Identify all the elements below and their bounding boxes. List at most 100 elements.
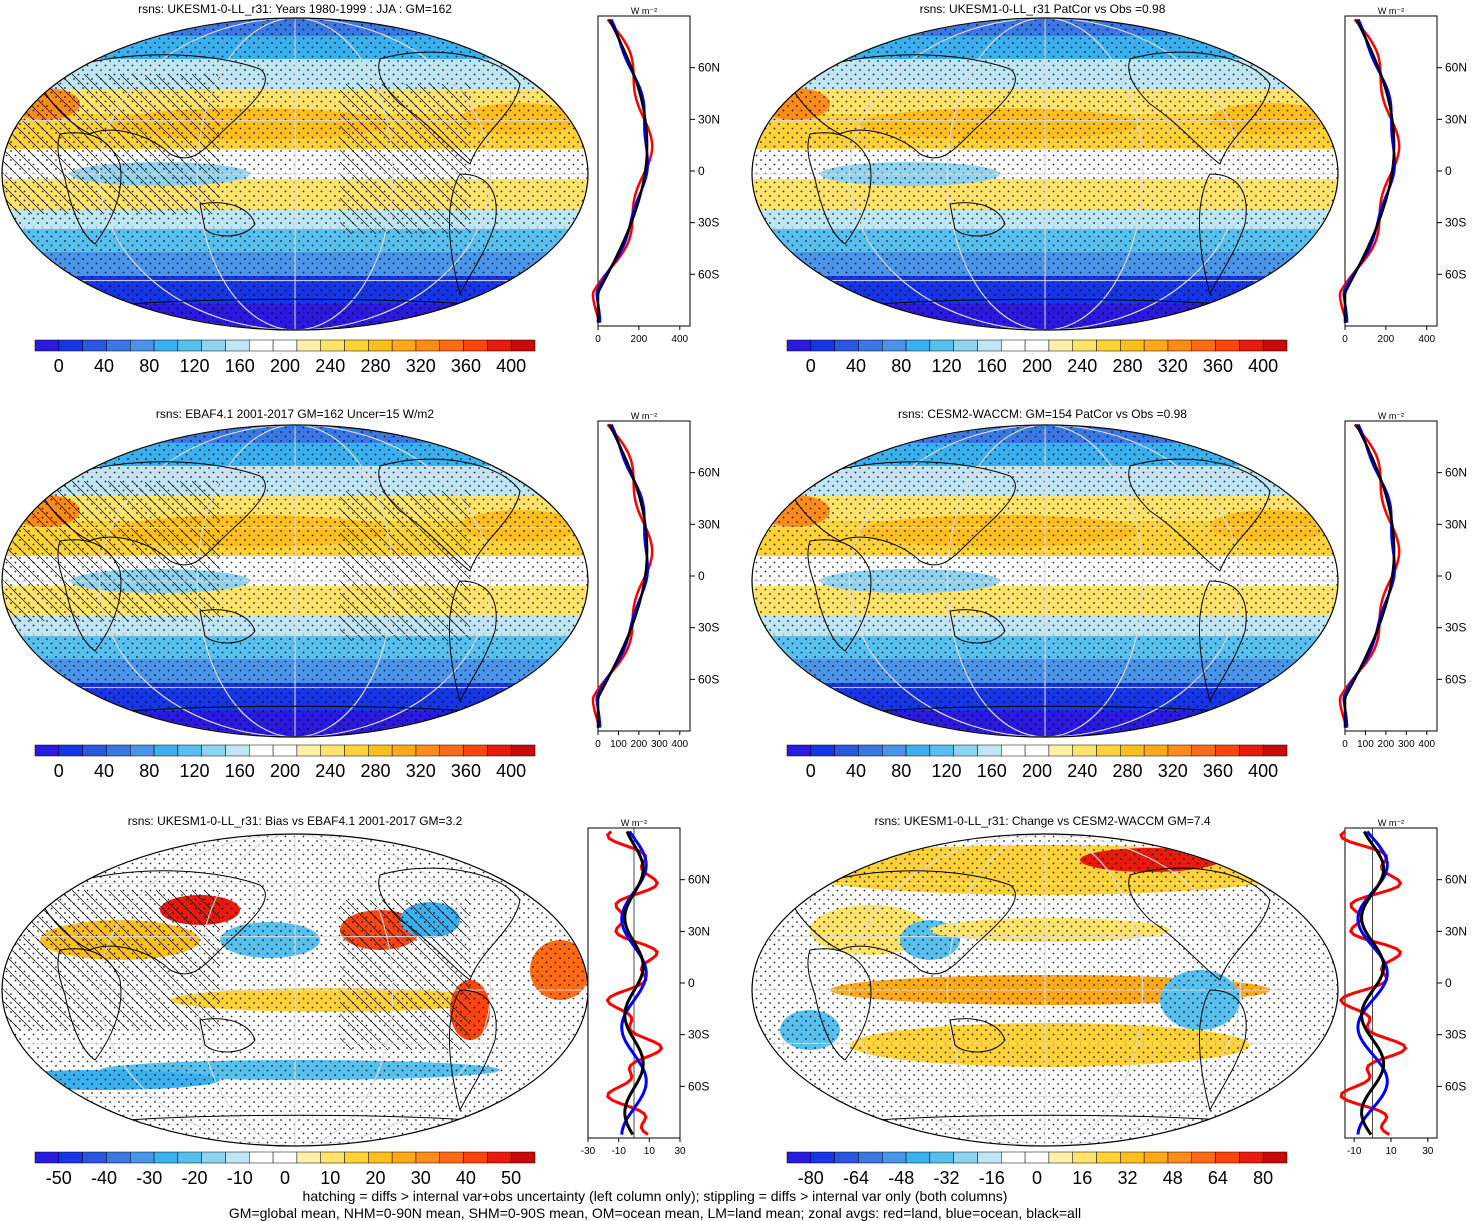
- colorbar-tick-label: 160: [225, 761, 255, 781]
- colorbar-swatch: [487, 744, 512, 757]
- robinson-map: [1, 424, 589, 738]
- zonal-lat-label: 30S: [1445, 621, 1466, 635]
- colorbar-swatch: [1024, 1151, 1050, 1164]
- colorbar-tick-label: 400: [1248, 356, 1278, 376]
- colorbar-swatch: [929, 339, 954, 352]
- colorbar-swatch: [106, 1151, 131, 1164]
- colorbar-swatch: [1215, 1151, 1240, 1164]
- zonal-x-tick-label: 0: [1342, 334, 1348, 345]
- colorbar-swatch: [1001, 1151, 1026, 1164]
- colorbar-swatch: [463, 744, 488, 757]
- zonal-lat-label: 30N: [1445, 517, 1467, 531]
- zonal-units: W m⁻²: [621, 818, 647, 828]
- zonal-curve-all: [596, 18, 649, 323]
- panel-change: rsns: UKESM1-0-LL_r31: Change vs CESM2-W…: [745, 812, 1483, 1192]
- zonal-x-tick-label: 30: [674, 1146, 686, 1157]
- colorbar-swatch: [977, 744, 1002, 757]
- zonal-lat-label: 60N: [698, 61, 720, 75]
- zonal-x-tick-label: -10: [1347, 1146, 1362, 1157]
- colorbar-swatch: [1120, 744, 1145, 757]
- zonal-average-plot: W m⁻² 60N 30N 0 30S 60S 0 200 400: [591, 6, 720, 345]
- colorbar-tick-label: 50: [501, 1168, 521, 1188]
- colorbar-tick-label: 80: [139, 356, 159, 376]
- colorbar-swatch: [225, 1151, 250, 1164]
- colorbar-swatch: [153, 1151, 179, 1164]
- panel-title: rsns: UKESM1-0-LL_r31: Bias vs EBAF4.1 2…: [127, 814, 463, 828]
- colorbar-swatch: [34, 744, 60, 757]
- colorbar-swatch: [249, 744, 274, 757]
- colorbar-swatch: [510, 1151, 536, 1164]
- colorbar-swatch: [881, 1151, 907, 1164]
- zonal-units: W m⁻²: [631, 411, 657, 421]
- zonal-curve-all: [1343, 423, 1396, 728]
- colorbar-swatch: [58, 339, 83, 352]
- colorbar-tick-label: 320: [406, 356, 436, 376]
- colorbar-swatch: [368, 339, 393, 352]
- colorbar-swatch: [953, 744, 978, 757]
- colorbar-tick-label: -10: [227, 1168, 253, 1188]
- colorbar-swatch: [106, 339, 131, 352]
- colorbar-tick-label: 280: [360, 761, 390, 781]
- colorbar-tick-label: -32: [934, 1168, 960, 1188]
- colorbar-swatch: [391, 744, 417, 757]
- panel-title: rsns: UKESM1-0-LL_r31: Change vs CESM2-W…: [874, 814, 1211, 828]
- zonal-lat-label: 30N: [1445, 924, 1467, 938]
- colorbar-swatch: [1048, 744, 1073, 757]
- robinson-map: [1, 833, 589, 1147]
- zonal-x-tick-label: 0: [1342, 739, 1348, 750]
- colorbar-swatch: [320, 744, 345, 757]
- colorbar-tick-label: 400: [496, 356, 526, 376]
- colorbar-swatch: [391, 1151, 417, 1164]
- colorbar-tick-label: 80: [891, 761, 911, 781]
- colorbar-swatch: [153, 744, 179, 757]
- colorbar-swatch: [391, 339, 417, 352]
- colorbar-swatch: [1167, 339, 1193, 352]
- zonal-curve-land: [1338, 423, 1401, 728]
- zonal-lat-label: 0: [698, 164, 705, 178]
- colorbar-swatch: [905, 744, 931, 757]
- colorbar-swatch: [129, 339, 155, 352]
- colorbar-swatch: [201, 1151, 226, 1164]
- colorbar-tick-label: 320: [1158, 761, 1188, 781]
- colorbar-tick-label: 280: [1112, 356, 1142, 376]
- colorbar-swatch: [82, 744, 107, 757]
- colorbar-tick-label: 360: [451, 761, 481, 781]
- zonal-units: W m⁻²: [631, 6, 657, 16]
- colorbar-swatch: [1096, 1151, 1121, 1164]
- robinson-map: [751, 833, 1339, 1147]
- colorbar-swatch: [272, 1151, 298, 1164]
- colorbar-swatch: [1167, 1151, 1193, 1164]
- colorbar-swatch: [201, 339, 226, 352]
- colorbar-swatch: [344, 1151, 369, 1164]
- colorbar-tick-label: 0: [806, 356, 816, 376]
- zonal-x-tick-label: 300: [1398, 739, 1415, 750]
- colorbar-tick-label: 80: [891, 356, 911, 376]
- colorbar-swatch: [415, 744, 441, 757]
- zonal-curve-ocean: [1342, 423, 1397, 728]
- panel-mean-ukesm: rsns: UKESM1-0-LL_r31: Years 1980-1999 :…: [0, 0, 740, 400]
- colorbar-swatch: [1096, 744, 1121, 757]
- zonal-lat-label: 60N: [1445, 873, 1467, 887]
- colorbar: 0 40 80 120 160 200 240 280 320 360 400: [34, 744, 536, 781]
- zonal-units: W m⁻²: [1378, 411, 1404, 421]
- zonal-lat-label: 30N: [1445, 112, 1467, 126]
- zonal-x-tick-label: 400: [671, 739, 688, 750]
- colorbar-tick-label: 20: [365, 1168, 385, 1188]
- colorbar-swatch: [1239, 744, 1264, 757]
- colorbar-swatch: [834, 339, 859, 352]
- colorbar-swatch: [1191, 744, 1216, 757]
- colorbar-swatch: [929, 1151, 954, 1164]
- colorbar-tick-label: 320: [1158, 356, 1188, 376]
- colorbar-swatch: [786, 744, 812, 757]
- zonal-x-tick-label: 200: [1378, 739, 1395, 750]
- colorbar-swatch: [82, 339, 107, 352]
- zonal-average-plot: W m⁻² 60N 30N 0 30S 60S 0 100 200 300 400: [591, 411, 720, 750]
- zonal-lat-label: 30S: [698, 621, 719, 635]
- zonal-curve-land: [591, 18, 654, 323]
- colorbar-tick-label: 320: [406, 761, 436, 781]
- zonal-average-plot: W m⁻² 60N 30N 0 30S 60S 0 200 400: [1338, 6, 1467, 345]
- colorbar-tick-label: 0: [1032, 1168, 1042, 1188]
- colorbar-swatch: [201, 744, 226, 757]
- colorbar-swatch: [177, 1151, 202, 1164]
- colorbar-tick-label: 360: [1203, 356, 1233, 376]
